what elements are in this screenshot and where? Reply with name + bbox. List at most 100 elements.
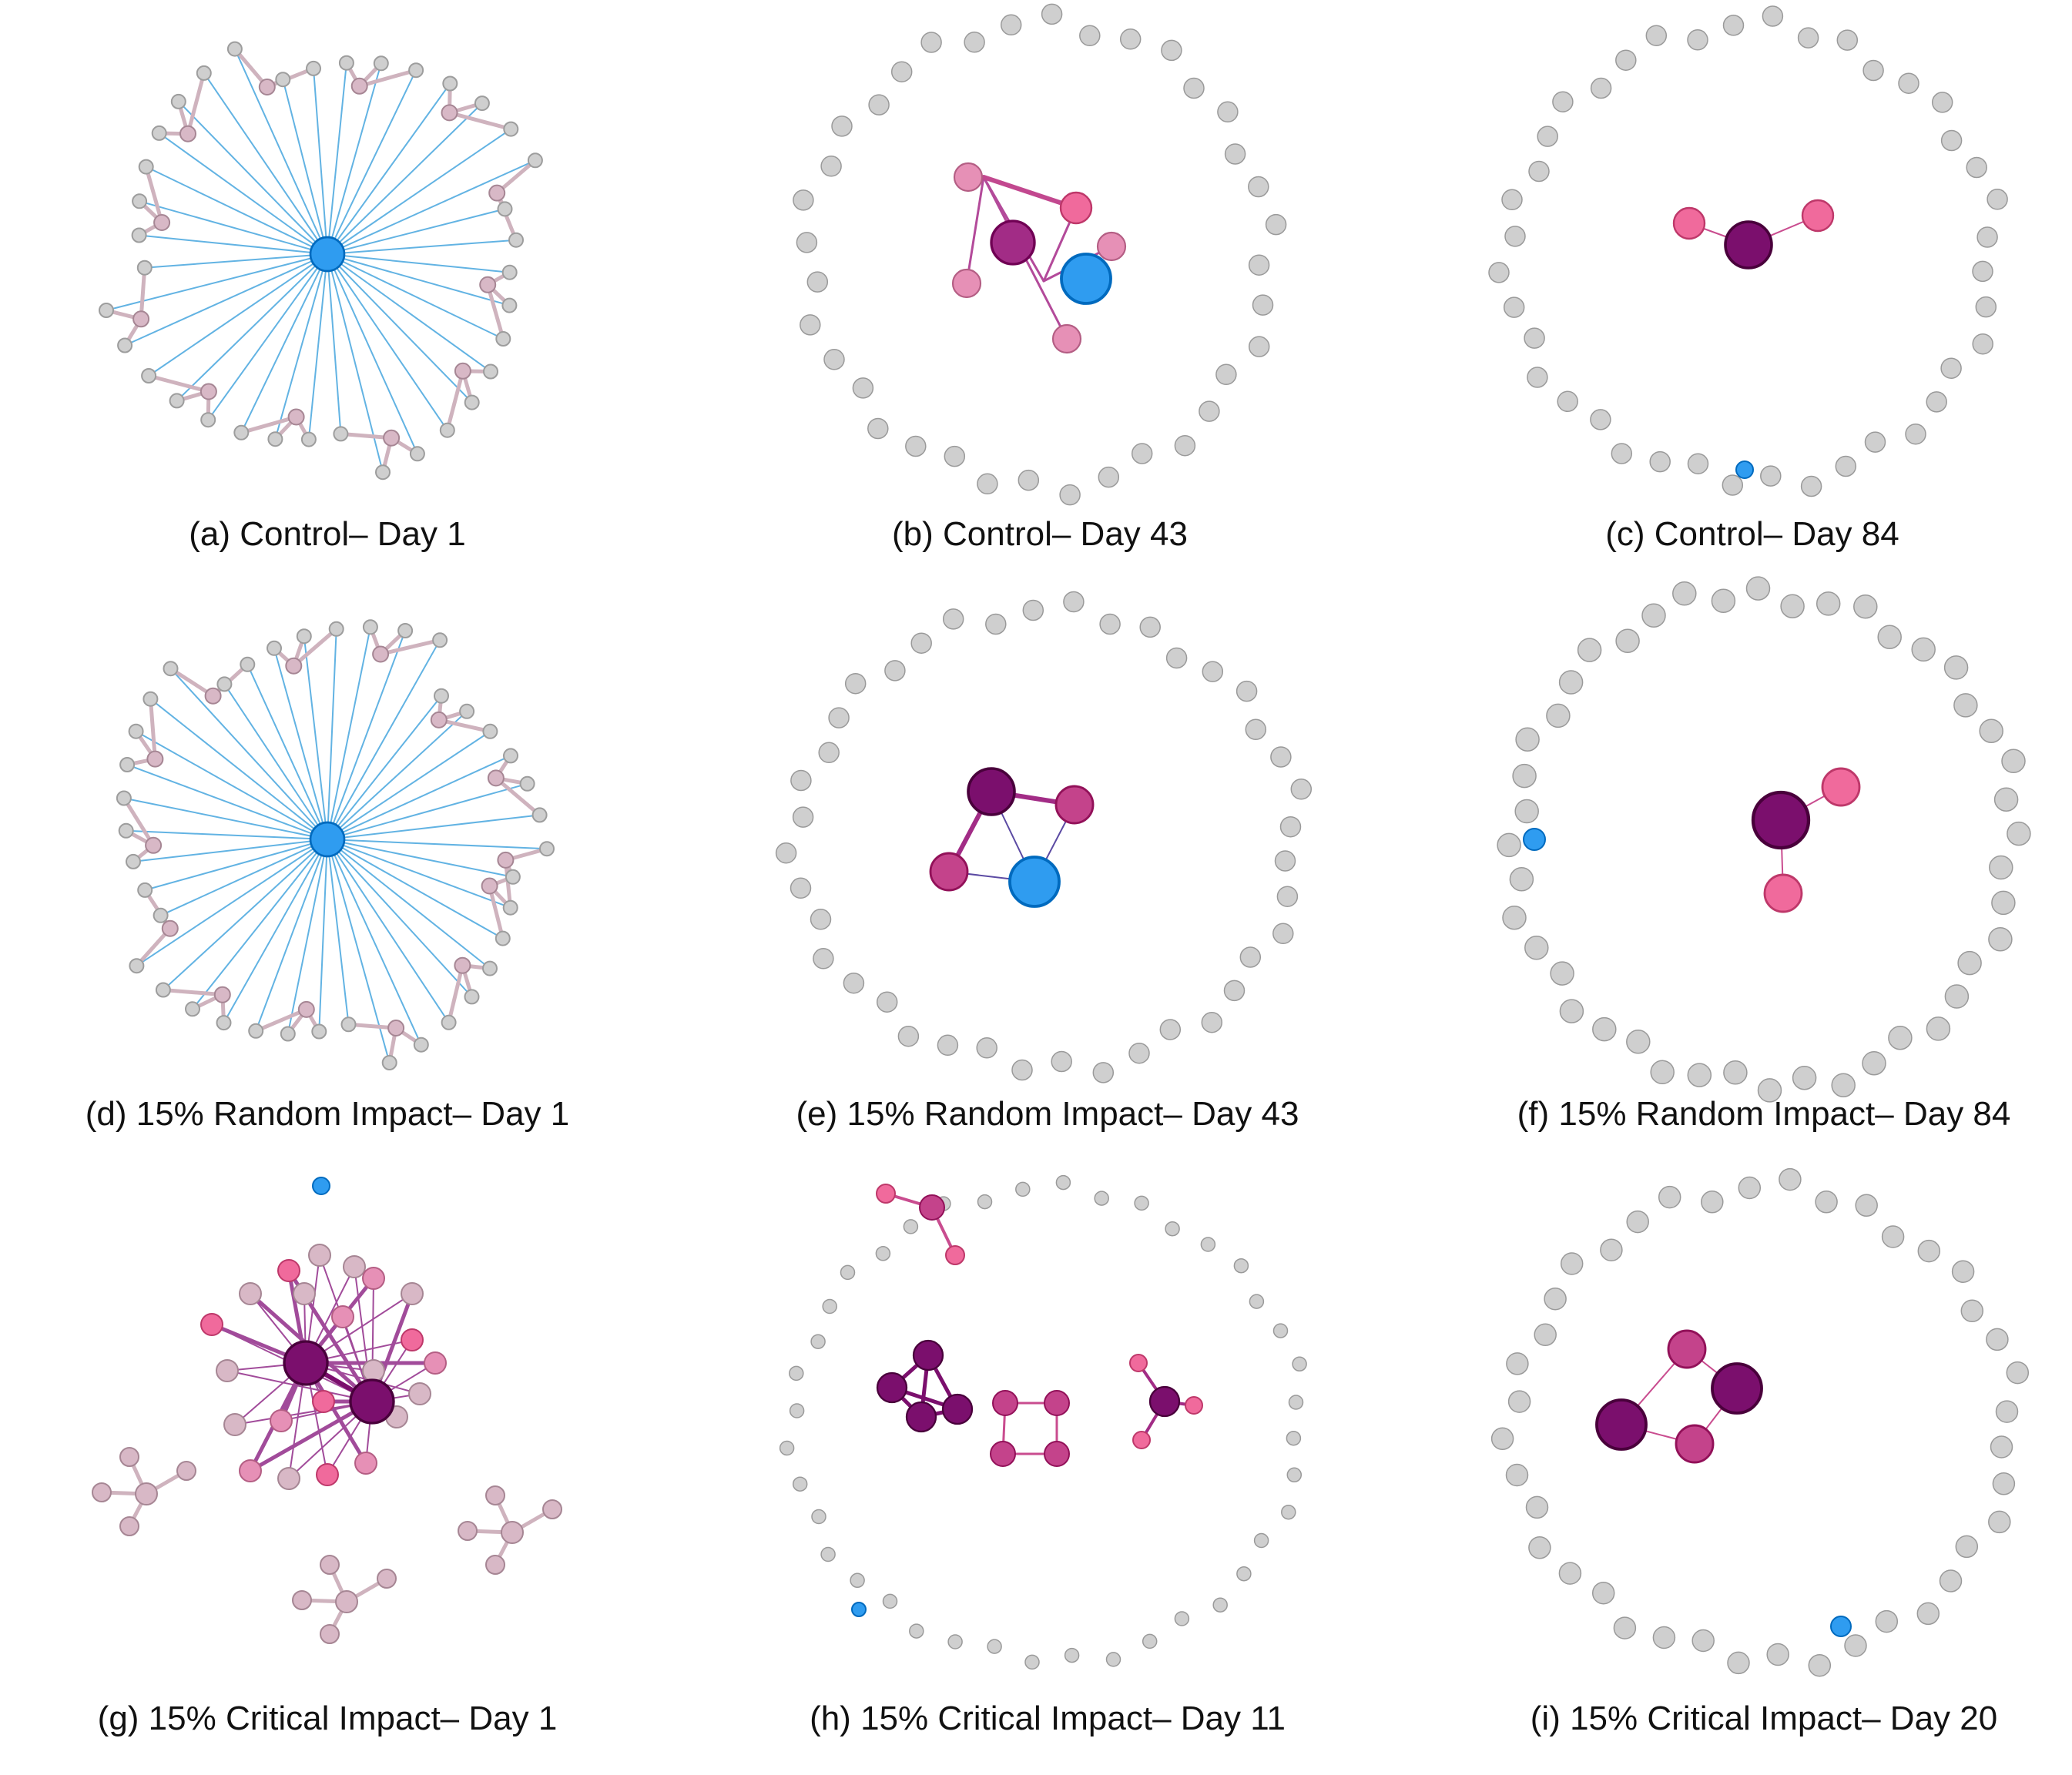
inactive-node bbox=[1687, 453, 1709, 474]
inactive-node bbox=[1931, 92, 1953, 113]
satellite-node bbox=[487, 769, 505, 787]
inactive-node bbox=[852, 377, 874, 399]
inactive-node bbox=[1926, 1016, 1951, 1041]
inactive-node bbox=[775, 842, 797, 864]
satellite-node bbox=[539, 841, 555, 857]
inactive-node bbox=[1960, 1299, 1984, 1323]
cluster-node bbox=[277, 1259, 300, 1282]
inactive-node bbox=[1658, 1185, 1681, 1209]
satellite-node bbox=[233, 424, 250, 440]
inactive-node bbox=[831, 116, 853, 137]
satellite-node bbox=[119, 757, 136, 772]
inactive-node bbox=[1174, 1611, 1190, 1626]
satellite-node bbox=[459, 703, 475, 719]
network-edge bbox=[177, 100, 328, 255]
inactive-node bbox=[1626, 1030, 1651, 1054]
pink-node bbox=[951, 268, 982, 299]
magenta-node bbox=[1044, 1390, 1070, 1416]
panel-i-critical-day-20: (i) 15% Critical Impact– Day 20 bbox=[1487, 1167, 2041, 1748]
satellite-node bbox=[485, 1485, 505, 1505]
inactive-node bbox=[2006, 1361, 2030, 1385]
network-edge bbox=[125, 829, 328, 840]
inactive-node bbox=[1098, 466, 1120, 488]
network-graph bbox=[779, 1174, 1307, 1670]
inactive-node bbox=[1022, 599, 1044, 621]
hub-node bbox=[309, 236, 346, 273]
cluster-node bbox=[362, 1359, 385, 1382]
network-edge bbox=[965, 176, 985, 285]
inactive-node bbox=[1757, 1078, 1782, 1103]
inactive-node bbox=[1235, 680, 1258, 702]
pink-node bbox=[876, 1184, 896, 1204]
pink-node bbox=[1672, 206, 1706, 240]
inactive-node bbox=[840, 1264, 856, 1281]
network-edge bbox=[291, 627, 339, 668]
satellite-node bbox=[285, 657, 303, 675]
inactive-node bbox=[1534, 1323, 1557, 1347]
inactive-node bbox=[1272, 1323, 1289, 1338]
satellite-node bbox=[542, 1499, 562, 1519]
inactive-node bbox=[1898, 72, 1919, 94]
inactive-node bbox=[1911, 637, 1936, 662]
inactive-node bbox=[1281, 1504, 1296, 1520]
satellite-node bbox=[119, 1447, 139, 1467]
pink-node bbox=[1096, 231, 1127, 262]
network-edge bbox=[327, 839, 422, 1046]
inactive-node bbox=[1276, 886, 1299, 907]
inactive-node bbox=[1497, 832, 1521, 858]
panel-caption: (d) 15% Random Impact– Day 1 bbox=[85, 1095, 570, 1133]
inactive-node bbox=[1649, 450, 1671, 473]
inactive-node bbox=[1503, 296, 1525, 318]
inactive-node bbox=[1723, 1060, 1748, 1085]
inactive-node bbox=[813, 948, 834, 970]
network-edge bbox=[203, 72, 328, 255]
network-edge bbox=[248, 1399, 374, 1473]
network-edge bbox=[162, 839, 328, 991]
magenta-node bbox=[1675, 1424, 1715, 1464]
inactive-node bbox=[843, 972, 865, 994]
network-edge bbox=[327, 239, 517, 255]
satellite-node bbox=[136, 260, 153, 276]
inactive-node bbox=[1202, 661, 1224, 682]
inactive-node bbox=[1560, 1252, 1584, 1275]
cluster-node bbox=[316, 1463, 339, 1486]
satellite-node bbox=[287, 408, 305, 426]
inactive-node bbox=[1855, 1194, 1878, 1217]
network-edge bbox=[282, 79, 328, 255]
inactive-node bbox=[1862, 1050, 1886, 1076]
inactive-node bbox=[1142, 1633, 1158, 1649]
inactive-node bbox=[1011, 1059, 1033, 1081]
inactive-node bbox=[985, 613, 1007, 635]
hub-node bbox=[851, 1602, 867, 1617]
satellite-node bbox=[464, 989, 480, 1005]
inactive-node bbox=[1079, 25, 1101, 47]
inactive-node bbox=[1270, 746, 1292, 768]
satellite-node bbox=[375, 464, 391, 481]
network-edge bbox=[327, 159, 536, 255]
inactive-node bbox=[789, 1403, 805, 1418]
network-edge bbox=[138, 234, 328, 255]
network-edge bbox=[145, 166, 328, 255]
satellite-node bbox=[128, 723, 144, 739]
network-edge bbox=[327, 62, 347, 255]
inactive-node bbox=[1165, 1221, 1180, 1237]
satellite-node bbox=[501, 1521, 524, 1544]
inactive-node bbox=[1888, 1025, 1913, 1050]
inactive-node bbox=[1955, 1535, 1979, 1559]
inactive-node bbox=[1992, 1472, 2016, 1495]
network-edge bbox=[234, 1401, 373, 1425]
inactive-node bbox=[1279, 815, 1302, 838]
network-edge bbox=[448, 110, 513, 132]
inactive-node bbox=[1505, 1463, 1529, 1487]
inactive-node bbox=[1615, 49, 1637, 71]
network-edge bbox=[273, 647, 328, 840]
network-graph bbox=[99, 41, 543, 481]
inactive-node bbox=[1055, 1174, 1071, 1191]
inactive-node bbox=[1248, 254, 1270, 276]
inactive-node bbox=[944, 445, 966, 467]
purple-node bbox=[1751, 790, 1811, 850]
inactive-node bbox=[1174, 434, 1196, 457]
inactive-node bbox=[1577, 638, 1602, 662]
satellite-node bbox=[267, 431, 283, 447]
inactive-node bbox=[1687, 1063, 1712, 1087]
